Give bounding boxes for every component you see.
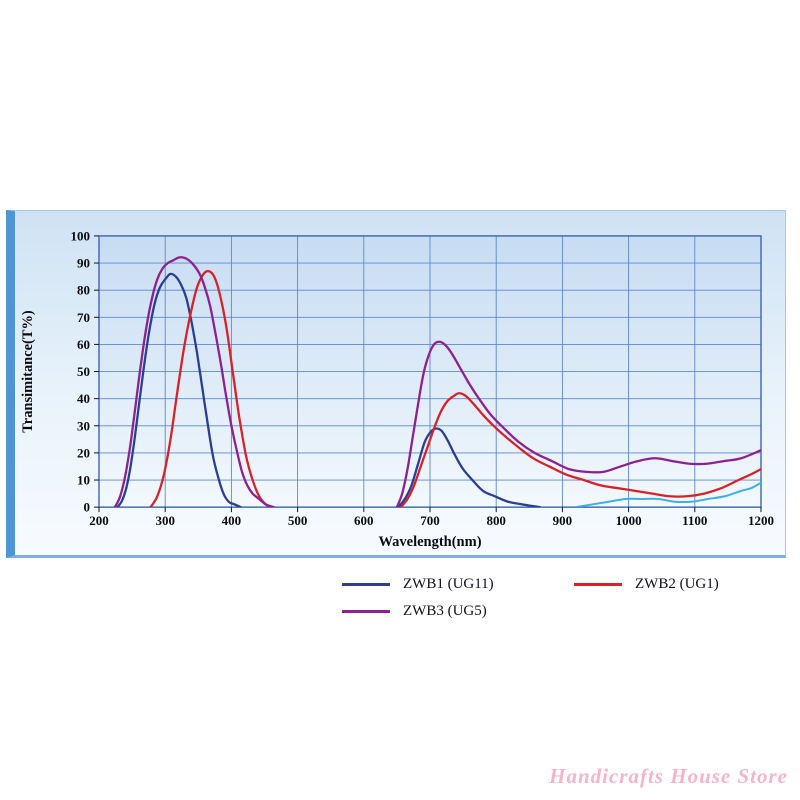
svg-text:40: 40 [77,391,90,406]
store-watermark: Handicrafts House Store [549,764,788,788]
series-path-ZWB3-UG5- [113,256,275,508]
svg-text:900: 900 [553,513,572,528]
series-path-ZWB3-UG5- [395,340,761,508]
series-path-ZWB2-UG1- [149,269,273,508]
series-path-ZWB1-UG11- [116,272,242,508]
svg-text:500: 500 [288,513,307,528]
legend-label: ZWB2 (UG1) [635,576,719,592]
svg-text:1200: 1200 [748,513,774,528]
svg-text:200: 200 [89,513,108,528]
tick-marks [94,235,762,513]
chart-legend: ZWB1 (UG11) ZWB2 (UG1) ZWB3 (UG5) [342,576,784,620]
series-path-cyan-unlabeled [574,481,761,508]
svg-text:30: 30 [77,418,90,433]
legend-item: ZWB3 (UG5) [342,603,574,620]
x-axis-title: Wavelength(nm) [378,534,481,550]
svg-text:600: 600 [354,513,373,528]
legend-item: ZWB1 (UG11) [342,576,574,593]
svg-text:100: 100 [71,228,90,243]
series-path-ZWB1-UG11- [397,427,542,508]
svg-text:400: 400 [222,513,241,528]
svg-text:80: 80 [77,283,90,298]
y-tick-labels: 0 10 20 30 40 50 60 70 80 90 100 [71,228,90,514]
series-path-ZWB2-UG1- [399,392,761,508]
svg-text:1000: 1000 [616,513,642,528]
legend-line-swatch [342,583,390,586]
transmittance-chart-panel: 200 300 400 500 600 700 800 900 1000 1100 1200 0 10 2… [6,210,786,558]
svg-text:50: 50 [77,364,90,379]
svg-text:1100: 1100 [682,513,707,528]
svg-text:700: 700 [420,513,439,528]
x-tick-labels: 200 300 400 500 600 700 800 900 1000 1100 1200 [89,513,774,528]
series-curves [113,256,761,508]
svg-text:800: 800 [486,513,505,528]
svg-text:10: 10 [77,473,90,488]
svg-text:60: 60 [77,337,90,352]
svg-text:300: 300 [155,513,174,528]
legend-label: ZWB3 (UG5) [403,603,487,619]
svg-text:70: 70 [77,310,90,325]
y-axis-title: Transimitance(T%) [20,310,36,433]
legend-item: ZWB2 (UG1) [574,576,784,593]
legend-label: ZWB1 (UG11) [403,576,494,592]
transmittance-chart: 200 300 400 500 600 700 800 900 1000 1100 1200 0 10 2… [20,228,774,550]
svg-text:90: 90 [77,256,90,271]
svg-text:0: 0 [84,500,90,515]
legend-line-swatch [342,610,390,613]
svg-text:20: 20 [77,445,90,460]
legend-line-swatch [574,583,622,586]
